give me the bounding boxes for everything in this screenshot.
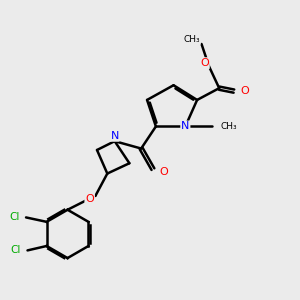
Text: O: O	[159, 167, 168, 177]
Text: CH₃: CH₃	[183, 35, 200, 44]
Text: N: N	[110, 131, 119, 141]
Text: CH₃: CH₃	[220, 122, 237, 131]
Text: O: O	[240, 86, 249, 96]
Text: Cl: Cl	[11, 245, 21, 255]
Text: O: O	[200, 58, 209, 68]
Text: Cl: Cl	[9, 212, 20, 222]
Text: N: N	[181, 122, 190, 131]
Text: O: O	[85, 194, 94, 204]
